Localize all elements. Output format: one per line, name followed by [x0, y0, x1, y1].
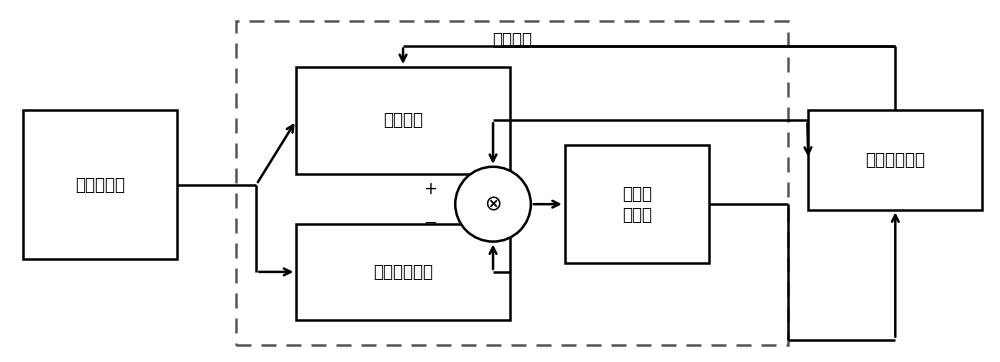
- Text: +: +: [423, 180, 437, 198]
- Text: 最优估计: 最优估计: [492, 31, 532, 49]
- Bar: [808, 110, 982, 210]
- Bar: [296, 224, 510, 320]
- Text: 卡尔曼
滤波器: 卡尔曼 滤波器: [622, 185, 652, 224]
- Bar: [565, 146, 709, 263]
- Text: 速度回溯补偿: 速度回溯补偿: [865, 151, 925, 169]
- Text: 水下潜航器: 水下潜航器: [75, 176, 125, 194]
- Text: 多普勒测速仪: 多普勒测速仪: [373, 263, 433, 281]
- Text: −: −: [423, 214, 437, 232]
- Bar: [296, 67, 510, 174]
- Text: ⊗: ⊗: [484, 194, 502, 214]
- Bar: [23, 110, 177, 260]
- Text: 惯导系统: 惯导系统: [383, 111, 423, 129]
- Bar: [236, 21, 788, 345]
- Ellipse shape: [455, 167, 531, 241]
